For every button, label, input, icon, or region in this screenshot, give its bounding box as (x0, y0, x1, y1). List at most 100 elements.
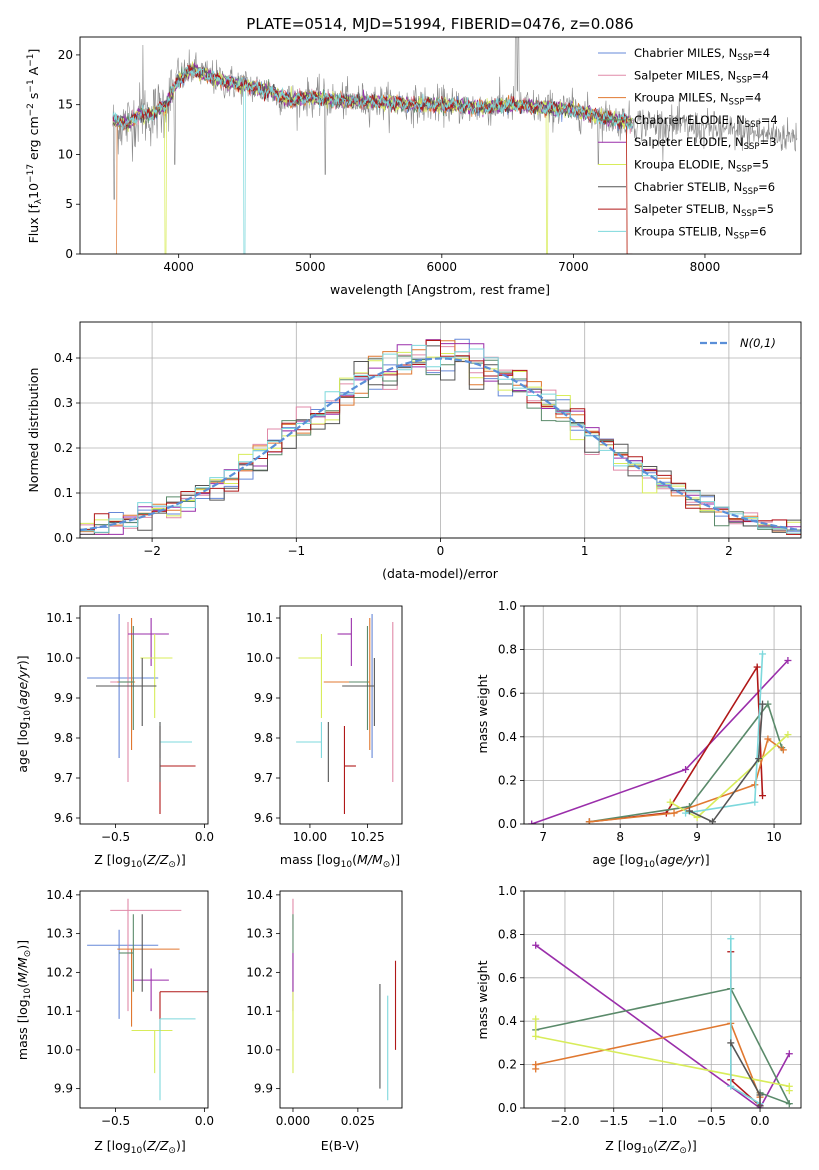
x-tick: 0 (437, 538, 445, 558)
errorbar-kroupa_stelib (159, 1018, 196, 1101)
x-tick: −1.5 (599, 1108, 628, 1128)
y-tick: 10.1 (246, 611, 280, 625)
y-tick: 9.8 (254, 731, 280, 745)
legend-label-text: Salpeter MILES, N (634, 68, 736, 82)
errorbar-salpeter_elodie (337, 618, 352, 666)
errorbar-kroupa_stelib (296, 722, 322, 758)
weight-marker (779, 746, 787, 754)
weight-line (589, 702, 783, 823)
legend-label: Salpeter STELIB, NSSP=5 (634, 202, 774, 219)
wage-ylabel: mass weight (475, 674, 490, 753)
x-tick-label: −0.5 (697, 1114, 726, 1128)
spectrum-model-line-kroupa_elodie (112, 60, 633, 254)
weight-marker (759, 700, 767, 708)
x-tick-label: 0.0 (195, 830, 214, 844)
x-tick: 10 (766, 824, 782, 844)
x-tick-label: 0 (437, 544, 445, 558)
weight-marker (785, 1050, 793, 1058)
y-tick: 10.0 (246, 651, 280, 665)
weight-marker (755, 755, 763, 763)
weight-line (729, 951, 761, 1107)
errorbar-kroupa_elodie (298, 634, 322, 718)
residuals-ylabel: Normed distribution (26, 368, 41, 493)
x-tick: 8 (616, 824, 624, 844)
wz-ylabel: mass weight (475, 960, 490, 1039)
weight-marker (532, 1015, 540, 1023)
errorbar-salpeter_stelib (159, 726, 196, 814)
y-tick: 10.2 (46, 965, 80, 979)
weight-marker (682, 809, 690, 817)
spectrum-model-line-salpeter_stelib (112, 64, 633, 254)
y-tick-label: 10.2 (46, 965, 73, 979)
y-tick-label: 10.1 (246, 611, 273, 625)
errorbar-kroupa_elodie (131, 1029, 173, 1074)
y-tick-label: 9.8 (254, 731, 273, 745)
x-tick: −1 (287, 538, 305, 558)
x-tick: 0.0 (750, 1108, 770, 1128)
legend-label-text: Chabrier MILES, N (634, 46, 737, 60)
y-tick: 9.9 (254, 1082, 280, 1096)
y-tick: 10.2 (246, 965, 280, 979)
y-tick: 10.0 (246, 1043, 280, 1057)
weight-series-chabrier_stelib (727, 1039, 764, 1108)
x-tick-label: −2 (143, 544, 161, 558)
legend-label-text: Kroupa MILES, N (634, 91, 729, 105)
axes-frame (79, 890, 209, 1109)
y-tick-label: 10.0 (246, 651, 273, 665)
normal-curve (79, 357, 802, 532)
axes-frame (523, 605, 802, 825)
y-tick-label: 9.6 (54, 811, 73, 825)
errorbar-kroupa_miles (323, 618, 371, 750)
weight-marker (756, 1102, 764, 1108)
weight-marker (585, 818, 593, 824)
y-tick-label: 15 (58, 98, 73, 112)
y-tick-label: 10.1 (46, 1004, 73, 1018)
axes-frame (523, 890, 802, 1109)
y-tick-label: 1.0 (498, 884, 517, 898)
y-tick-label: 0.8 (498, 643, 517, 657)
y-tick-label: 9.9 (54, 691, 73, 705)
axes-frame (79, 605, 209, 825)
y-tick-label: 0.4 (498, 730, 517, 744)
weight-vs-age-panel: 7 8 9 10 0.0 0.2 0.4 0.6 0.8 1.0 age [log10(age/y… (475, 599, 802, 870)
y-tick-label: 20 (58, 48, 73, 62)
y-tick-label: 9.9 (254, 691, 273, 705)
x-tick: 2 (725, 538, 733, 558)
legend-ssp-sub: SSP (745, 120, 761, 130)
weight-marker (532, 1061, 540, 1069)
x-tick: −1.0 (648, 1108, 677, 1128)
weight-marker (785, 1100, 793, 1108)
x-tick: 10.25 (350, 824, 385, 844)
legend-label-text: Chabrier ELODIE, N (634, 113, 745, 127)
residuals-panel: −2 −1 0 1 2 0.0 0.1 0.2 0.3 0.4 N(0,1) (data-model… (26, 321, 802, 581)
legend-label-text: Salpeter STELIB, N (634, 202, 741, 216)
legend-label-text: Kroupa ELODIE, N (634, 158, 736, 172)
legend-label: Salpeter MILES, NSSP=4 (634, 68, 769, 85)
errorbar-salpeter_miles (110, 622, 132, 782)
legend-ssp-sub: SSP (736, 75, 752, 85)
y-tick: 0.4 (498, 730, 524, 744)
agez-xlabel-text: Z [log (94, 852, 130, 867)
x-tick-label: 1 (581, 544, 589, 558)
legend-item-kroupa_stelib: Kroupa STELIB, NSSP=6 (598, 224, 766, 241)
legend-ssp-sub: SSP (736, 165, 752, 175)
y-tick: 0.2 (498, 1058, 524, 1072)
x-tick-label: 8 (616, 830, 624, 844)
massz-xlabel-text: Z [log (94, 1138, 130, 1153)
weight-series-chabrier_stelib (685, 700, 767, 824)
x-tick-label: 0.0 (195, 1114, 214, 1128)
legend-ssp-value: =4 (761, 113, 778, 127)
weight-line (689, 704, 764, 823)
legend-label: Kroupa MILES, NSSP=4 (634, 91, 761, 108)
x-tick-label: −1.5 (599, 1114, 628, 1128)
errorbar-kroupa_miles (117, 948, 180, 1027)
x-tick: 5000 (295, 254, 326, 274)
y-tick-label: 9.9 (54, 1082, 73, 1096)
y-tick: 20 (58, 48, 80, 62)
agez-xlabel: Z [log10(Z/Z⊙)] (94, 852, 185, 870)
massz-ylabel-text: mass [log (15, 999, 30, 1060)
x-tick-label: 0.025 (341, 1114, 375, 1128)
x-tick-label: −0.5 (101, 1114, 130, 1128)
legend-ssp-value: =5 (757, 202, 774, 216)
y-tick-label: 0.4 (498, 1014, 517, 1028)
